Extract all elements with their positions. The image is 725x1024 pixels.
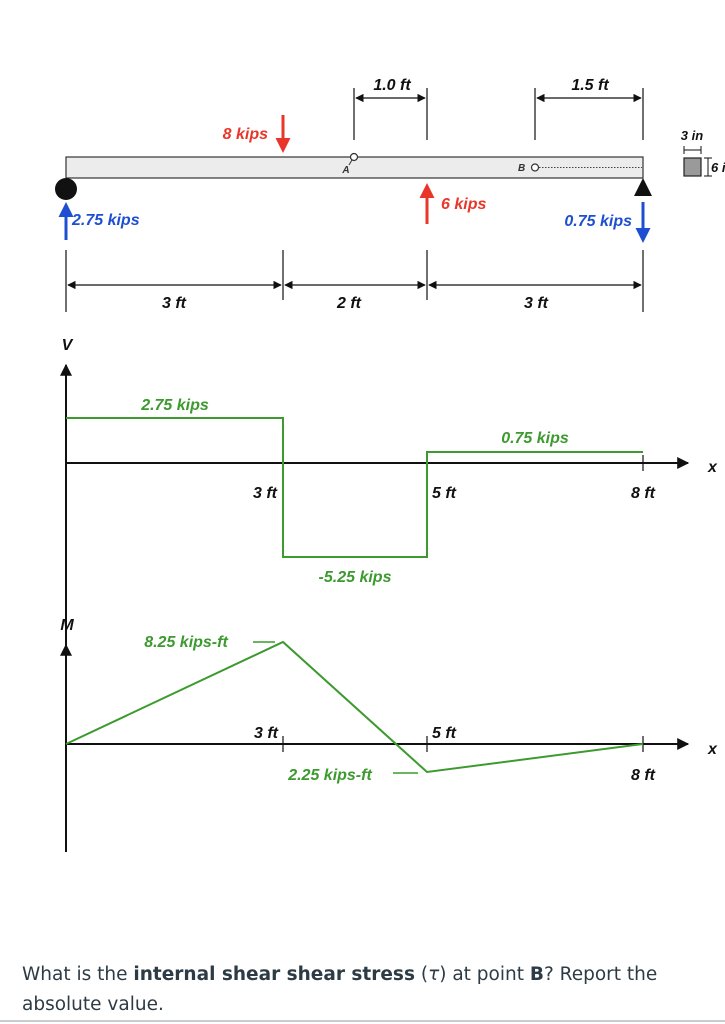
span-3-label: 3 ft <box>524 295 549 312</box>
point-a-marker <box>349 152 359 162</box>
shear-diagram: V x 2.75 kips -5.25 kips 0.75 kips 3 ft … <box>60 337 718 650</box>
tau-symbol: τ <box>428 964 440 985</box>
shear-value-1: 2.75 kips <box>140 397 209 414</box>
question-bold-term: internal shear shear stress <box>133 964 415 985</box>
point-a-leader <box>348 159 353 166</box>
moment-tick-3-label: 3 ft <box>254 725 279 742</box>
moment-diagram: M x 8.25 kips-ft 2.25 kips-ft 3 ft 5 ft … <box>60 617 718 852</box>
left-pin-support <box>55 178 77 200</box>
moment-axis-m-label: M <box>60 617 74 634</box>
moment-trough-label: 2.25 kips-ft <box>287 767 372 784</box>
moment-tick-8-label: 8 ft <box>631 767 656 784</box>
shear-tick-3-label: 3 ft <box>253 485 278 502</box>
point-b-marker <box>530 163 540 172</box>
cross-section <box>683 157 702 177</box>
moment-axis-x-label: x <box>707 741 718 758</box>
section-width-label: 3 in <box>681 128 703 143</box>
right-roller-support <box>634 178 652 196</box>
dim-a-label: 1.0 ft <box>373 77 411 94</box>
moment-peak-label: 8.25 kips-ft <box>144 634 228 651</box>
dim-b-label: 1.5 ft <box>571 77 609 94</box>
point-b-label: B <box>518 163 525 174</box>
load-6kips-label: 6 kips <box>441 196 486 213</box>
point-a-label: A <box>341 165 349 176</box>
shear-value-3: 0.75 kips <box>501 430 569 447</box>
shear-axis-x-label: x <box>707 459 718 476</box>
span-1-label: 3 ft <box>162 295 187 312</box>
reaction-left-label: 2.75 kips <box>71 212 140 229</box>
shear-axis-v-label: V <box>62 337 74 354</box>
load-8kips-label: 8 kips <box>223 126 268 143</box>
shear-tick-5-label: 5 ft <box>432 485 457 502</box>
span-2-label: 2 ft <box>336 295 362 312</box>
beam-group: 8 kips 6 kips 2.75 kips 0.75 kips A B 1.… <box>55 77 725 312</box>
shear-curve <box>66 417 643 558</box>
section-height-label: 6 i <box>711 160 725 175</box>
shear-tick-8-label: 8 ft <box>631 485 656 502</box>
bottom-divider <box>0 1020 725 1022</box>
shear-value-2: -5.25 kips <box>319 569 392 586</box>
question-text: What is the internal shear shear stress … <box>22 964 658 1015</box>
moment-tick-5-label: 5 ft <box>432 725 457 742</box>
question-point-b: B <box>529 964 544 985</box>
reaction-right-label: 0.75 kips <box>564 213 632 230</box>
moment-curve <box>65 640 644 774</box>
